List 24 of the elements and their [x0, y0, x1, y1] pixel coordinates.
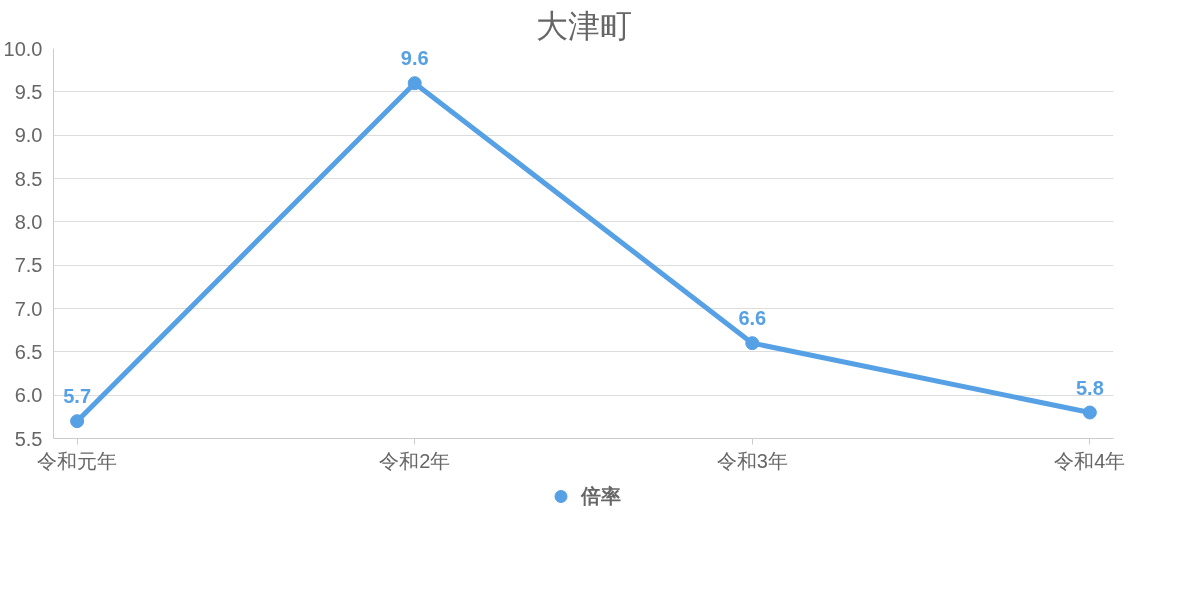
- y-tick-label: 9.5: [14, 80, 43, 103]
- y-tick-label: 8.5: [14, 167, 43, 190]
- point: [70, 414, 85, 429]
- data-label: 9.6: [400, 47, 429, 70]
- point: [1082, 405, 1097, 420]
- data-label: 6.6: [738, 307, 767, 330]
- x-tick-label: 令和2年: [379, 449, 451, 472]
- y-tick-label: 6.0: [14, 384, 43, 407]
- y-tick-label: 7.0: [14, 297, 43, 320]
- y-tick-label: 10.0: [3, 37, 43, 60]
- data-label: 5.7: [63, 385, 92, 408]
- legend-label: 倍率: [580, 483, 621, 509]
- x-tick-label: 令和元年: [37, 449, 118, 472]
- data-label: 5.8: [1075, 376, 1104, 399]
- y-tick-label: 9.0: [14, 124, 43, 147]
- point: [407, 76, 422, 91]
- y-tick-label: 8.0: [14, 210, 43, 233]
- y-tick-label: 7.5: [14, 254, 43, 277]
- x-tick-label: 令和4年: [1054, 449, 1126, 472]
- x-tick-label: 令和3年: [716, 449, 788, 472]
- point: [745, 336, 760, 351]
- y-tick-label: 6.5: [14, 340, 43, 363]
- chart-title: 大津町: [535, 7, 632, 44]
- y-tick-label: 5.5: [14, 427, 43, 450]
